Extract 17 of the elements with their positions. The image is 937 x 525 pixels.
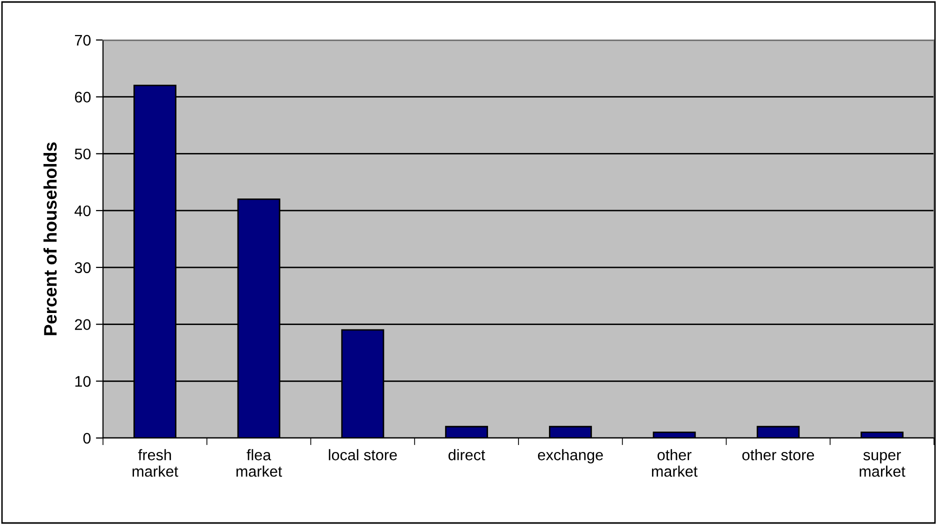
x-tick-label: fresh market	[132, 449, 178, 477]
y-axis-title: Percent of households	[43, 142, 57, 336]
x-tick-label: other market	[652, 449, 698, 477]
x-tick-label: super market	[860, 452, 906, 477]
y-tick-label: 70	[74, 34, 91, 46]
y-tick-label: 10	[75, 376, 91, 387]
x-tick-label: other store	[742, 449, 814, 460]
x-tick-label: direct	[448, 449, 486, 460]
y-tick-label: 40	[74, 205, 91, 216]
y-tick-label: 50	[74, 148, 91, 160]
y-tick-label: 20	[74, 319, 91, 330]
y-tick-label: 60	[74, 92, 91, 103]
x-tick-label: local store	[328, 449, 397, 460]
x-tick-label: exchange	[538, 449, 603, 464]
y-tick-label: 30	[74, 262, 91, 274]
x-tick-label: flea market	[236, 449, 282, 477]
y-tick-label: 0	[83, 432, 91, 444]
